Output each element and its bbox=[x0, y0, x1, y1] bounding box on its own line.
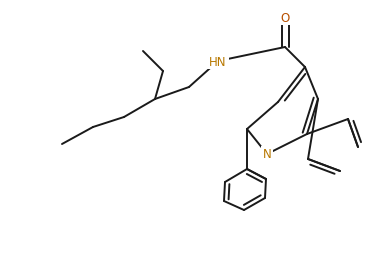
Text: N: N bbox=[263, 148, 271, 161]
Text: O: O bbox=[280, 11, 290, 24]
Text: HN: HN bbox=[209, 55, 227, 68]
